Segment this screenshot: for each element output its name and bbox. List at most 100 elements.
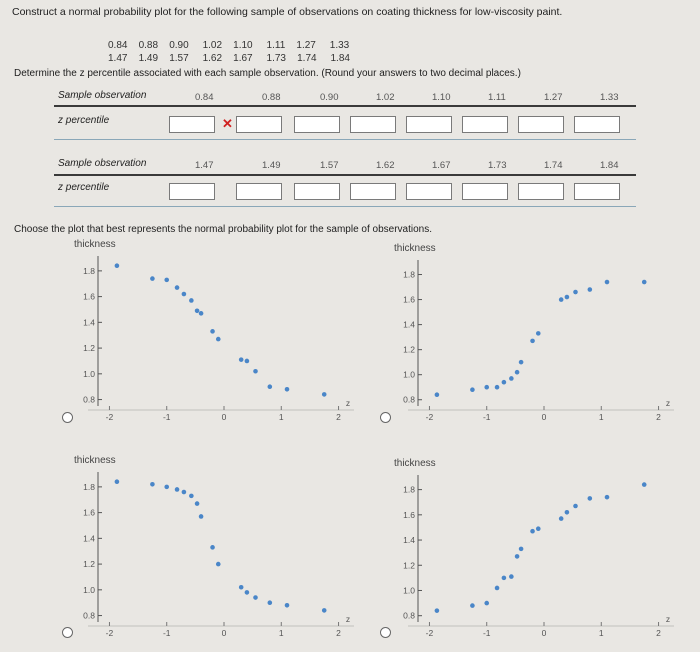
data-point	[587, 496, 593, 501]
data-point	[501, 379, 507, 385]
y-axis-label: thickness	[394, 243, 436, 254]
observation-value: 0.84	[195, 92, 214, 103]
observation-value: 0.88	[262, 92, 281, 103]
normal-plot-option-a: thickness 1.8 1.6 1.4 1.2 1.0 0.8 -2 -1 0 1 2z	[74, 239, 354, 422]
sample-value: 1.49	[138, 53, 159, 64]
data-point	[494, 384, 500, 390]
observation-value: 1.84	[600, 160, 619, 171]
data-point	[530, 528, 535, 534]
data-point	[181, 291, 187, 297]
data-point	[238, 584, 244, 590]
z-percentile-input[interactable]	[350, 183, 396, 200]
z-percentile-input[interactable]	[574, 183, 620, 200]
y-tick-label: 1.8	[403, 485, 415, 495]
observation-value: 1.73	[488, 160, 507, 171]
data-point	[194, 308, 200, 314]
z-percentile-input[interactable]	[574, 116, 620, 133]
x-tick-label: -1	[483, 628, 491, 638]
y-axis-label: thickness	[74, 239, 116, 250]
z-percentile-input[interactable]	[236, 116, 282, 133]
table1-z-label: z percentile	[58, 115, 110, 126]
plot-option-d-radio[interactable]	[380, 627, 391, 638]
z-percentile-input[interactable]	[406, 116, 452, 133]
plot-option-c-radio[interactable]	[62, 627, 73, 638]
plot-option-a-radio[interactable]	[62, 412, 73, 423]
data-point	[210, 329, 215, 334]
observation-value: 1.02	[376, 92, 395, 103]
sample-value: 1.73	[266, 53, 286, 64]
data-point	[267, 600, 273, 605]
data-point	[215, 336, 221, 342]
data-point	[573, 503, 578, 509]
sample-value: 1.10	[233, 40, 253, 51]
sample-value: 1.67	[233, 53, 253, 64]
question-intro: Construct a normal probability plot for …	[12, 6, 563, 18]
x-tick-label: 2	[656, 628, 661, 638]
x-tick-label: 1	[279, 628, 284, 638]
data-point	[518, 359, 524, 365]
data-point	[587, 287, 593, 292]
x-tick-label: 1	[599, 412, 604, 422]
x-tick-label: 1	[279, 412, 284, 422]
data-point	[210, 545, 215, 550]
normal-plot-option-c: thickness 1.8 1.6 1.4 1.2 1.0 0.8 -2 -1 0 1 2z	[74, 455, 354, 638]
data-point	[470, 603, 475, 608]
x-tick-label: -2	[106, 412, 114, 422]
data-point	[535, 331, 541, 336]
z-percentile-input[interactable]	[518, 116, 564, 133]
observation-value: 1.11	[488, 92, 506, 103]
data-point	[558, 516, 564, 521]
y-tick-label: 1.0	[83, 585, 95, 595]
z-percentile-input[interactable]	[462, 183, 508, 200]
data-point	[514, 554, 520, 559]
instruction-text: Determine the z percentile associated wi…	[14, 68, 521, 79]
y-tick-label: 1.6	[403, 510, 415, 520]
x-tick-label: -2	[106, 628, 114, 638]
data-point	[215, 561, 221, 567]
z-percentile-input[interactable]	[406, 183, 452, 200]
y-tick-label: 1.2	[83, 559, 95, 569]
y-axis-label: thickness	[74, 455, 116, 466]
data-point	[284, 602, 290, 608]
y-tick-label: 1.2	[403, 560, 415, 570]
y-tick-label: 1.4	[403, 535, 415, 545]
sample-value: 1.02	[202, 40, 223, 51]
data-point	[244, 590, 250, 595]
table1-bottom-rule	[54, 139, 636, 140]
sample-line-2: 1.47 1.49 1.57 1.62 1.67 1.73 1.74 1.84	[108, 53, 350, 64]
observation-value: 1.27	[544, 92, 563, 103]
observation-value: 1.47	[195, 160, 214, 171]
data-point	[558, 297, 564, 302]
data-point	[114, 263, 120, 269]
sample-value: 1.57	[169, 53, 189, 64]
data-point	[494, 585, 500, 591]
y-tick-label: 1.8	[83, 266, 95, 276]
z-percentile-input[interactable]	[350, 116, 396, 133]
data-point	[514, 369, 520, 375]
data-point	[181, 489, 187, 495]
y-tick-label: 1.6	[83, 508, 95, 518]
data-point	[164, 277, 170, 283]
x-tick-label: 2	[336, 628, 341, 638]
data-point	[244, 358, 250, 364]
table2-z-label: z percentile	[58, 182, 110, 193]
normal-plot-option-b: thickness 1.8 1.6 1.4 1.2 1.0 0.8 -2 -1 0 1 2z	[394, 243, 674, 422]
z-percentile-input[interactable]	[518, 183, 564, 200]
data-point	[284, 386, 290, 392]
z-percentile-input[interactable]	[294, 183, 340, 200]
y-tick-label: 1.0	[403, 585, 415, 595]
data-point	[253, 368, 258, 374]
z-percentile-input[interactable]	[169, 116, 215, 133]
z-percentile-input[interactable]	[462, 116, 508, 133]
data-point	[535, 526, 541, 531]
sample-value: 0.88	[138, 40, 159, 51]
x-axis-label: z	[666, 398, 670, 408]
z-percentile-input[interactable]	[169, 183, 215, 200]
data-point	[434, 392, 440, 398]
y-tick-label: 1.8	[83, 482, 95, 492]
data-point	[641, 279, 647, 285]
plot-option-b-radio[interactable]	[380, 412, 391, 423]
z-percentile-input[interactable]	[294, 116, 340, 133]
z-percentile-input[interactable]	[236, 183, 282, 200]
data-point	[501, 575, 507, 581]
